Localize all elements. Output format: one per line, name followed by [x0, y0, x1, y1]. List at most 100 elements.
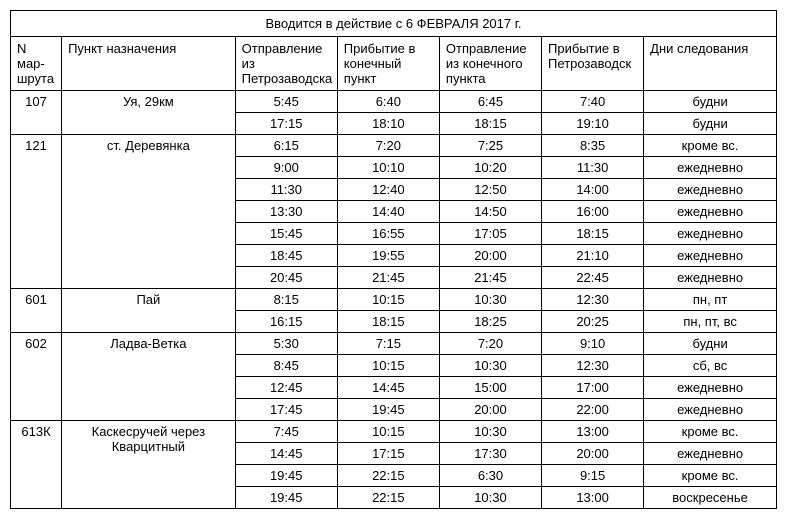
- time-cell: 12:30: [542, 355, 644, 377]
- time-cell: 11:30: [542, 157, 644, 179]
- time-cell: 12:40: [337, 179, 439, 201]
- table-title: Вводится в действие с 6 ФЕВРАЛЯ 2017 г.: [11, 11, 777, 37]
- time-cell: 17:15: [235, 113, 337, 135]
- time-cell: 10:15: [337, 421, 439, 443]
- time-cell: 14:45: [235, 443, 337, 465]
- time-cell: 18:10: [337, 113, 439, 135]
- time-cell: 16:55: [337, 223, 439, 245]
- route-cell: 602: [11, 333, 62, 421]
- time-cell: 10:20: [439, 157, 541, 179]
- time-cell: 14:45: [337, 377, 439, 399]
- time-cell: 18:15: [439, 113, 541, 135]
- days-cell: воскресенье: [644, 487, 777, 509]
- time-cell: 19:55: [337, 245, 439, 267]
- time-cell: 22:00: [542, 399, 644, 421]
- table-row: 613ККаскесручей через Кварцитный7:4510:1…: [11, 421, 777, 443]
- time-cell: 12:50: [439, 179, 541, 201]
- days-cell: будни: [644, 113, 777, 135]
- dest-cell: Пай: [62, 289, 236, 333]
- days-cell: будни: [644, 333, 777, 355]
- days-cell: пн, пт: [644, 289, 777, 311]
- time-cell: 17:00: [542, 377, 644, 399]
- time-cell: 19:45: [235, 487, 337, 509]
- days-cell: ежедневно: [644, 223, 777, 245]
- days-cell: ежедневно: [644, 179, 777, 201]
- route-cell: 613К: [11, 421, 62, 509]
- dest-cell: Уя, 29км: [62, 91, 236, 135]
- header-dep-end: Отправление из конечного пункта: [439, 37, 541, 91]
- time-cell: 13:00: [542, 421, 644, 443]
- dest-cell: ст. Деревянка: [62, 135, 236, 289]
- time-cell: 18:15: [337, 311, 439, 333]
- header-arr-to: Прибытие в Петрозаводск: [542, 37, 644, 91]
- time-cell: 7:15: [337, 333, 439, 355]
- route-cell: 601: [11, 289, 62, 333]
- time-cell: 6:15: [235, 135, 337, 157]
- time-cell: 14:50: [439, 201, 541, 223]
- time-cell: 17:15: [337, 443, 439, 465]
- time-cell: 19:45: [235, 465, 337, 487]
- header-arr-end: Прибытие в конечный пункт: [337, 37, 439, 91]
- time-cell: 12:45: [235, 377, 337, 399]
- days-cell: кроме вс.: [644, 421, 777, 443]
- route-cell: 121: [11, 135, 62, 289]
- days-cell: ежедневно: [644, 267, 777, 289]
- header-route: N мар- шрута: [11, 37, 62, 91]
- days-cell: будни: [644, 91, 777, 113]
- time-cell: 8:35: [542, 135, 644, 157]
- time-cell: 9:00: [235, 157, 337, 179]
- time-cell: 17:30: [439, 443, 541, 465]
- time-cell: 7:25: [439, 135, 541, 157]
- time-cell: 22:15: [337, 465, 439, 487]
- time-cell: 9:15: [542, 465, 644, 487]
- time-cell: 9:10: [542, 333, 644, 355]
- time-cell: 7:40: [542, 91, 644, 113]
- schedule-table: Вводится в действие с 6 ФЕВРАЛЯ 2017 г. …: [10, 10, 777, 509]
- time-cell: 18:25: [439, 311, 541, 333]
- time-cell: 15:00: [439, 377, 541, 399]
- days-cell: ежедневно: [644, 443, 777, 465]
- time-cell: 6:45: [439, 91, 541, 113]
- time-cell: 13:00: [542, 487, 644, 509]
- header-dep-from: Отправление из Петрозаводска: [235, 37, 337, 91]
- time-cell: 14:00: [542, 179, 644, 201]
- time-cell: 6:30: [439, 465, 541, 487]
- time-cell: 11:30: [235, 179, 337, 201]
- time-cell: 20:25: [542, 311, 644, 333]
- time-cell: 16:00: [542, 201, 644, 223]
- time-cell: 18:15: [542, 223, 644, 245]
- dest-cell: Каскесручей через Кварцитный: [62, 421, 236, 509]
- time-cell: 10:15: [337, 355, 439, 377]
- days-cell: ежедневно: [644, 201, 777, 223]
- time-cell: 17:45: [235, 399, 337, 421]
- time-cell: 10:30: [439, 355, 541, 377]
- table-row: 601Пай8:1510:1510:3012:30пн, пт: [11, 289, 777, 311]
- time-cell: 7:20: [337, 135, 439, 157]
- time-cell: 20:45: [235, 267, 337, 289]
- dest-cell: Ладва-Ветка: [62, 333, 236, 421]
- header-dest: Пункт назначения: [62, 37, 236, 91]
- time-cell: 21:10: [542, 245, 644, 267]
- time-cell: 16:15: [235, 311, 337, 333]
- days-cell: кроме вс.: [644, 465, 777, 487]
- header-row: N мар- шрута Пункт назначения Отправлени…: [11, 37, 777, 91]
- days-cell: кроме вс.: [644, 135, 777, 157]
- days-cell: ежедневно: [644, 399, 777, 421]
- time-cell: 20:00: [439, 245, 541, 267]
- time-cell: 5:30: [235, 333, 337, 355]
- time-cell: 19:45: [337, 399, 439, 421]
- table-row: 121ст. Деревянка6:157:207:258:35кроме вс…: [11, 135, 777, 157]
- days-cell: сб, вс: [644, 355, 777, 377]
- time-cell: 20:00: [439, 399, 541, 421]
- time-cell: 21:45: [439, 267, 541, 289]
- time-cell: 22:15: [337, 487, 439, 509]
- time-cell: 8:15: [235, 289, 337, 311]
- time-cell: 5:45: [235, 91, 337, 113]
- time-cell: 20:00: [542, 443, 644, 465]
- table-row: 107Уя, 29км5:456:406:457:40будни: [11, 91, 777, 113]
- route-cell: 107: [11, 91, 62, 135]
- time-cell: 17:05: [439, 223, 541, 245]
- time-cell: 10:30: [439, 487, 541, 509]
- days-cell: ежедневно: [644, 245, 777, 267]
- time-cell: 6:40: [337, 91, 439, 113]
